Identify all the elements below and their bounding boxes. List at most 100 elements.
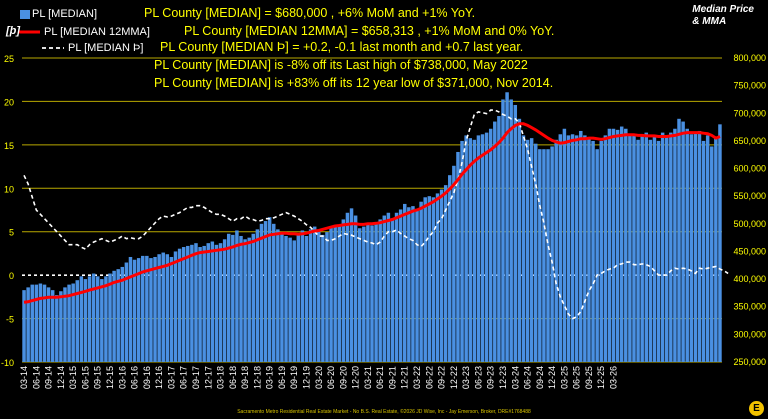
median-bar	[210, 241, 215, 362]
x-tick-label: 09-20	[338, 366, 348, 389]
median-bar	[206, 243, 210, 362]
median-bar	[689, 134, 694, 362]
median-bar	[407, 207, 411, 362]
median-bar	[488, 128, 493, 362]
median-bar	[619, 126, 624, 362]
median-bar	[374, 222, 378, 362]
x-tick-label: 03-21	[363, 366, 373, 389]
x-tick-label: 12-17	[203, 366, 213, 389]
median-bar	[222, 239, 227, 362]
median-bar	[644, 132, 649, 362]
left-axis-unit: [þ]	[6, 25, 21, 37]
median-bar	[198, 247, 202, 362]
median-bar	[599, 140, 603, 362]
median-bar	[247, 237, 251, 362]
x-tick-label: 09-14	[44, 366, 54, 389]
median-bar	[362, 226, 366, 362]
median-bar	[263, 221, 268, 362]
median-bar	[312, 226, 317, 362]
median-bar	[169, 256, 174, 362]
median-bar	[284, 235, 288, 362]
median-bar	[104, 276, 108, 362]
right-tick-label: 400,000	[733, 274, 766, 284]
median-bar	[431, 197, 436, 362]
median-bar	[484, 132, 489, 362]
annotation-thorn: PL County [MEDIAN Þ] = +0.2, -0.1 last m…	[160, 40, 524, 54]
median-bar	[521, 135, 526, 362]
median-bar	[128, 256, 133, 362]
median-bar	[542, 149, 546, 362]
median-bar	[714, 138, 718, 362]
median-bar	[38, 283, 43, 362]
median-bar	[71, 283, 75, 362]
median-bar	[558, 134, 563, 362]
median-bar	[718, 124, 722, 362]
median-bar	[136, 258, 141, 362]
x-tick-label: 03-17	[166, 366, 176, 389]
median-bar	[685, 128, 689, 362]
median-bar	[505, 92, 509, 363]
legend-entry-median: PL [MEDIAN]	[32, 8, 97, 20]
right-tick-label: 550,000	[733, 191, 766, 201]
annotation-median: PL County [MEDIAN] = $680,000 , +6% MoM …	[144, 6, 476, 20]
median-bar	[308, 229, 313, 362]
median-bar	[251, 233, 256, 362]
median-bar	[288, 237, 292, 362]
median-bar	[345, 212, 350, 362]
median-bar	[705, 135, 710, 362]
x-tick-label: 06-15	[81, 366, 91, 389]
median-bar	[480, 134, 485, 362]
median-bar	[296, 234, 301, 362]
x-tick-label: 06-25	[572, 366, 582, 389]
median-bar	[390, 218, 395, 362]
median-bar	[394, 212, 399, 362]
annotation-low: PL County [MEDIAN] is +83% off its 12 ye…	[154, 76, 554, 90]
median-bar	[587, 138, 591, 362]
median-bar	[267, 217, 272, 362]
median-bar	[231, 234, 235, 362]
median-bar	[272, 223, 276, 362]
median-bar	[341, 219, 346, 362]
left-tick-label: 20	[4, 97, 14, 107]
median-bar	[562, 128, 567, 362]
median-bar	[161, 252, 165, 362]
x-tick-label: 03-18	[216, 366, 226, 389]
x-tick-label: 12-24	[547, 366, 557, 389]
right-tick-label: 600,000	[733, 164, 766, 174]
logo-badge: E	[749, 401, 764, 416]
left-tick-label: -10	[1, 358, 14, 368]
x-tick-label: 12-25	[596, 366, 606, 389]
median-bar	[112, 270, 116, 362]
median-bar	[403, 203, 407, 362]
median-bar	[677, 118, 681, 362]
median-bar	[22, 290, 26, 362]
x-tick-label: 09-21	[388, 366, 398, 389]
right-tick-label: 750,000	[733, 81, 766, 91]
median-bar	[624, 128, 628, 362]
legend-entry-mma: PL [MEDIAN 12MMA]	[44, 26, 150, 38]
median-bar	[566, 135, 571, 362]
median-bar	[325, 232, 329, 362]
median-bar	[235, 230, 239, 362]
median-bar	[439, 189, 444, 362]
x-tick-label: 06-16	[130, 366, 140, 389]
x-tick-label: 03-24	[510, 366, 520, 389]
median-bar	[398, 209, 403, 362]
right-tick-label: 300,000	[733, 329, 766, 339]
median-bar	[456, 151, 460, 362]
median-bar	[333, 224, 337, 362]
right-tick-label: 500,000	[733, 219, 766, 229]
median-bar	[321, 234, 325, 362]
median-bar	[464, 135, 468, 362]
annotation-mma: PL County [MEDIAN 12MMA] = $658,313 , +1…	[184, 24, 555, 38]
median-bar	[149, 258, 153, 362]
median-bar	[517, 118, 522, 362]
median-bar	[87, 276, 92, 362]
median-bar	[448, 175, 452, 362]
x-tick-label: 06-18	[228, 366, 238, 389]
median-bar	[611, 128, 616, 362]
median-bar	[194, 243, 198, 362]
x-tick-label: 12-15	[105, 366, 115, 389]
median-bar	[595, 149, 599, 362]
